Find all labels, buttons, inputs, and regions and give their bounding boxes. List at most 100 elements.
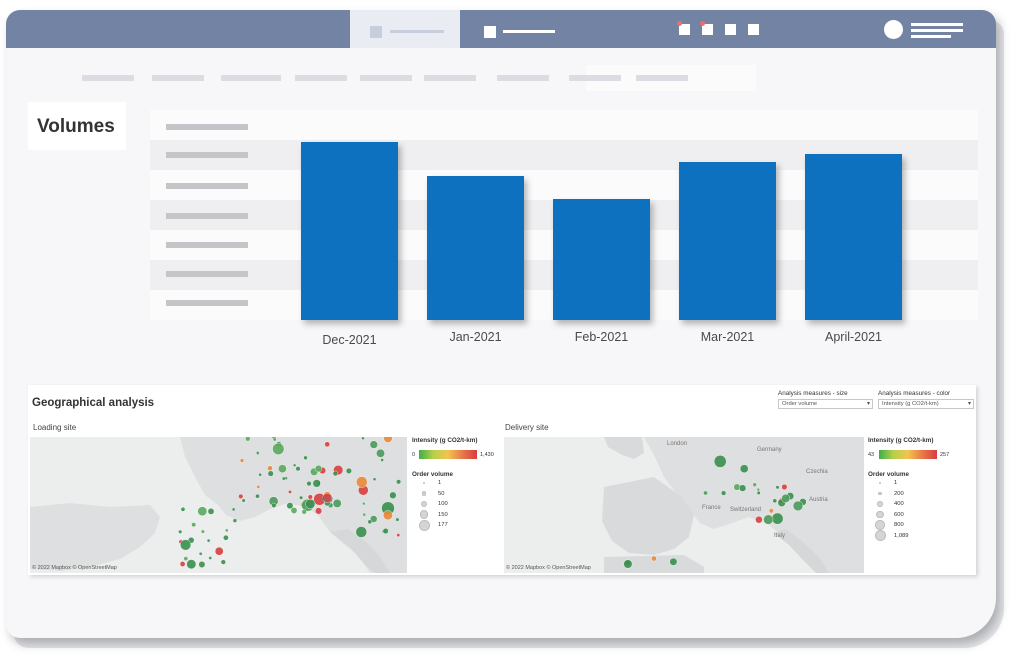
- map-marker[interactable]: [792, 500, 804, 512]
- map-marker[interactable]: [669, 557, 678, 566]
- map-marker[interactable]: [755, 515, 763, 524]
- map-marker[interactable]: [623, 559, 633, 569]
- map-marker[interactable]: [332, 470, 339, 477]
- hamburger-line-1[interactable]: [911, 23, 963, 26]
- map-marker[interactable]: [239, 458, 245, 463]
- size-measure-select[interactable]: Order volume: [778, 399, 873, 409]
- map-marker[interactable]: [703, 490, 708, 496]
- map-marker[interactable]: [756, 490, 761, 495]
- map-marker[interactable]: [771, 512, 784, 525]
- map-marker[interactable]: [382, 510, 393, 521]
- map-marker[interactable]: [267, 470, 274, 477]
- filter-item[interactable]: [424, 75, 476, 81]
- tab-secondary-icon[interactable]: [484, 26, 496, 38]
- bar-dec-2021[interactable]: [301, 142, 398, 320]
- map-marker[interactable]: [721, 490, 727, 496]
- map-marker[interactable]: [713, 455, 727, 468]
- map-marker[interactable]: [267, 465, 273, 471]
- filter-item[interactable]: [569, 75, 621, 81]
- map-marker[interactable]: [299, 495, 304, 500]
- bar-feb-2021[interactable]: [553, 198, 650, 320]
- map-marker[interactable]: [191, 522, 197, 528]
- map-marker[interactable]: [332, 499, 342, 508]
- map-marker[interactable]: [361, 437, 365, 440]
- map-marker[interactable]: [183, 556, 189, 561]
- map-marker[interactable]: [288, 490, 292, 494]
- bar-april-2021[interactable]: [805, 154, 902, 320]
- map-marker[interactable]: [206, 538, 211, 543]
- map-marker[interactable]: [781, 494, 791, 503]
- map-marker[interactable]: [362, 501, 366, 506]
- map-marker[interactable]: [324, 441, 331, 448]
- map-marker[interactable]: [258, 472, 262, 477]
- loading-site-map[interactable]: Italy © 2022 Mapbox © OpenStreetMap: [30, 437, 407, 573]
- map-marker[interactable]: [775, 485, 780, 490]
- filter-item[interactable]: [360, 75, 412, 81]
- map-marker[interactable]: [178, 529, 183, 534]
- bar-mar-2021[interactable]: [679, 161, 776, 320]
- map-marker[interactable]: [396, 479, 402, 485]
- map-marker[interactable]: [752, 482, 757, 487]
- map-marker[interactable]: [278, 464, 287, 474]
- map-marker[interactable]: [305, 498, 316, 509]
- map-marker[interactable]: [255, 451, 260, 455]
- map-marker[interactable]: [238, 493, 244, 499]
- map-marker[interactable]: [301, 509, 307, 515]
- map-marker[interactable]: [281, 476, 286, 481]
- map-marker[interactable]: [763, 514, 774, 525]
- map-marker[interactable]: [322, 492, 333, 503]
- map-marker[interactable]: [395, 517, 400, 522]
- map-marker[interactable]: [197, 506, 208, 516]
- map-marker[interactable]: [200, 529, 205, 534]
- map-marker[interactable]: [772, 498, 778, 504]
- map-marker[interactable]: [295, 466, 301, 472]
- map-marker[interactable]: [651, 555, 657, 562]
- avatar[interactable]: [884, 20, 903, 39]
- settings-icon[interactable]: [748, 24, 759, 35]
- map-marker[interactable]: [232, 518, 238, 523]
- map-marker[interactable]: [383, 437, 393, 443]
- map-marker[interactable]: [314, 465, 323, 473]
- map-marker[interactable]: [220, 559, 226, 565]
- map-marker[interactable]: [272, 442, 285, 455]
- map-marker[interactable]: [245, 437, 251, 442]
- map-marker[interactable]: [214, 546, 224, 556]
- map-marker[interactable]: [355, 526, 367, 538]
- map-marker[interactable]: [768, 508, 774, 514]
- notification-icon[interactable]: [677, 21, 690, 35]
- map-marker[interactable]: [271, 502, 277, 508]
- map-marker[interactable]: [286, 502, 294, 510]
- map-marker[interactable]: [372, 477, 377, 482]
- hamburger-line-3[interactable]: [911, 35, 951, 38]
- map-marker[interactable]: [255, 493, 260, 499]
- map-marker[interactable]: [356, 476, 368, 488]
- tab-active[interactable]: [350, 10, 460, 48]
- map-marker[interactable]: [369, 440, 378, 449]
- color-measure-select[interactable]: Intensity (g CO2/t-km): [878, 399, 974, 409]
- map-marker[interactable]: [223, 534, 229, 541]
- map-marker[interactable]: [208, 556, 212, 560]
- hamburger-line-2[interactable]: [911, 29, 963, 32]
- map-marker[interactable]: [224, 528, 229, 533]
- filter-item[interactable]: [497, 75, 549, 81]
- map-marker[interactable]: [345, 467, 352, 474]
- map-marker[interactable]: [290, 507, 298, 514]
- map-marker[interactable]: [272, 437, 277, 442]
- filter-item[interactable]: [295, 75, 347, 81]
- map-marker[interactable]: [307, 494, 313, 500]
- map-marker[interactable]: [367, 519, 373, 525]
- map-marker[interactable]: [376, 448, 385, 458]
- map-marker[interactable]: [198, 561, 206, 568]
- map-marker[interactable]: [292, 463, 297, 467]
- map-marker[interactable]: [241, 498, 246, 503]
- bar-jan-2021[interactable]: [427, 175, 524, 320]
- map-marker[interactable]: [370, 515, 378, 523]
- map-marker[interactable]: [739, 464, 749, 474]
- map-marker[interactable]: [781, 484, 788, 491]
- filter-item[interactable]: [636, 75, 688, 81]
- filter-item[interactable]: [82, 75, 134, 81]
- map-marker[interactable]: [256, 485, 261, 489]
- map-marker[interactable]: [312, 479, 321, 488]
- map-marker[interactable]: [207, 508, 215, 515]
- map-marker[interactable]: [186, 559, 197, 570]
